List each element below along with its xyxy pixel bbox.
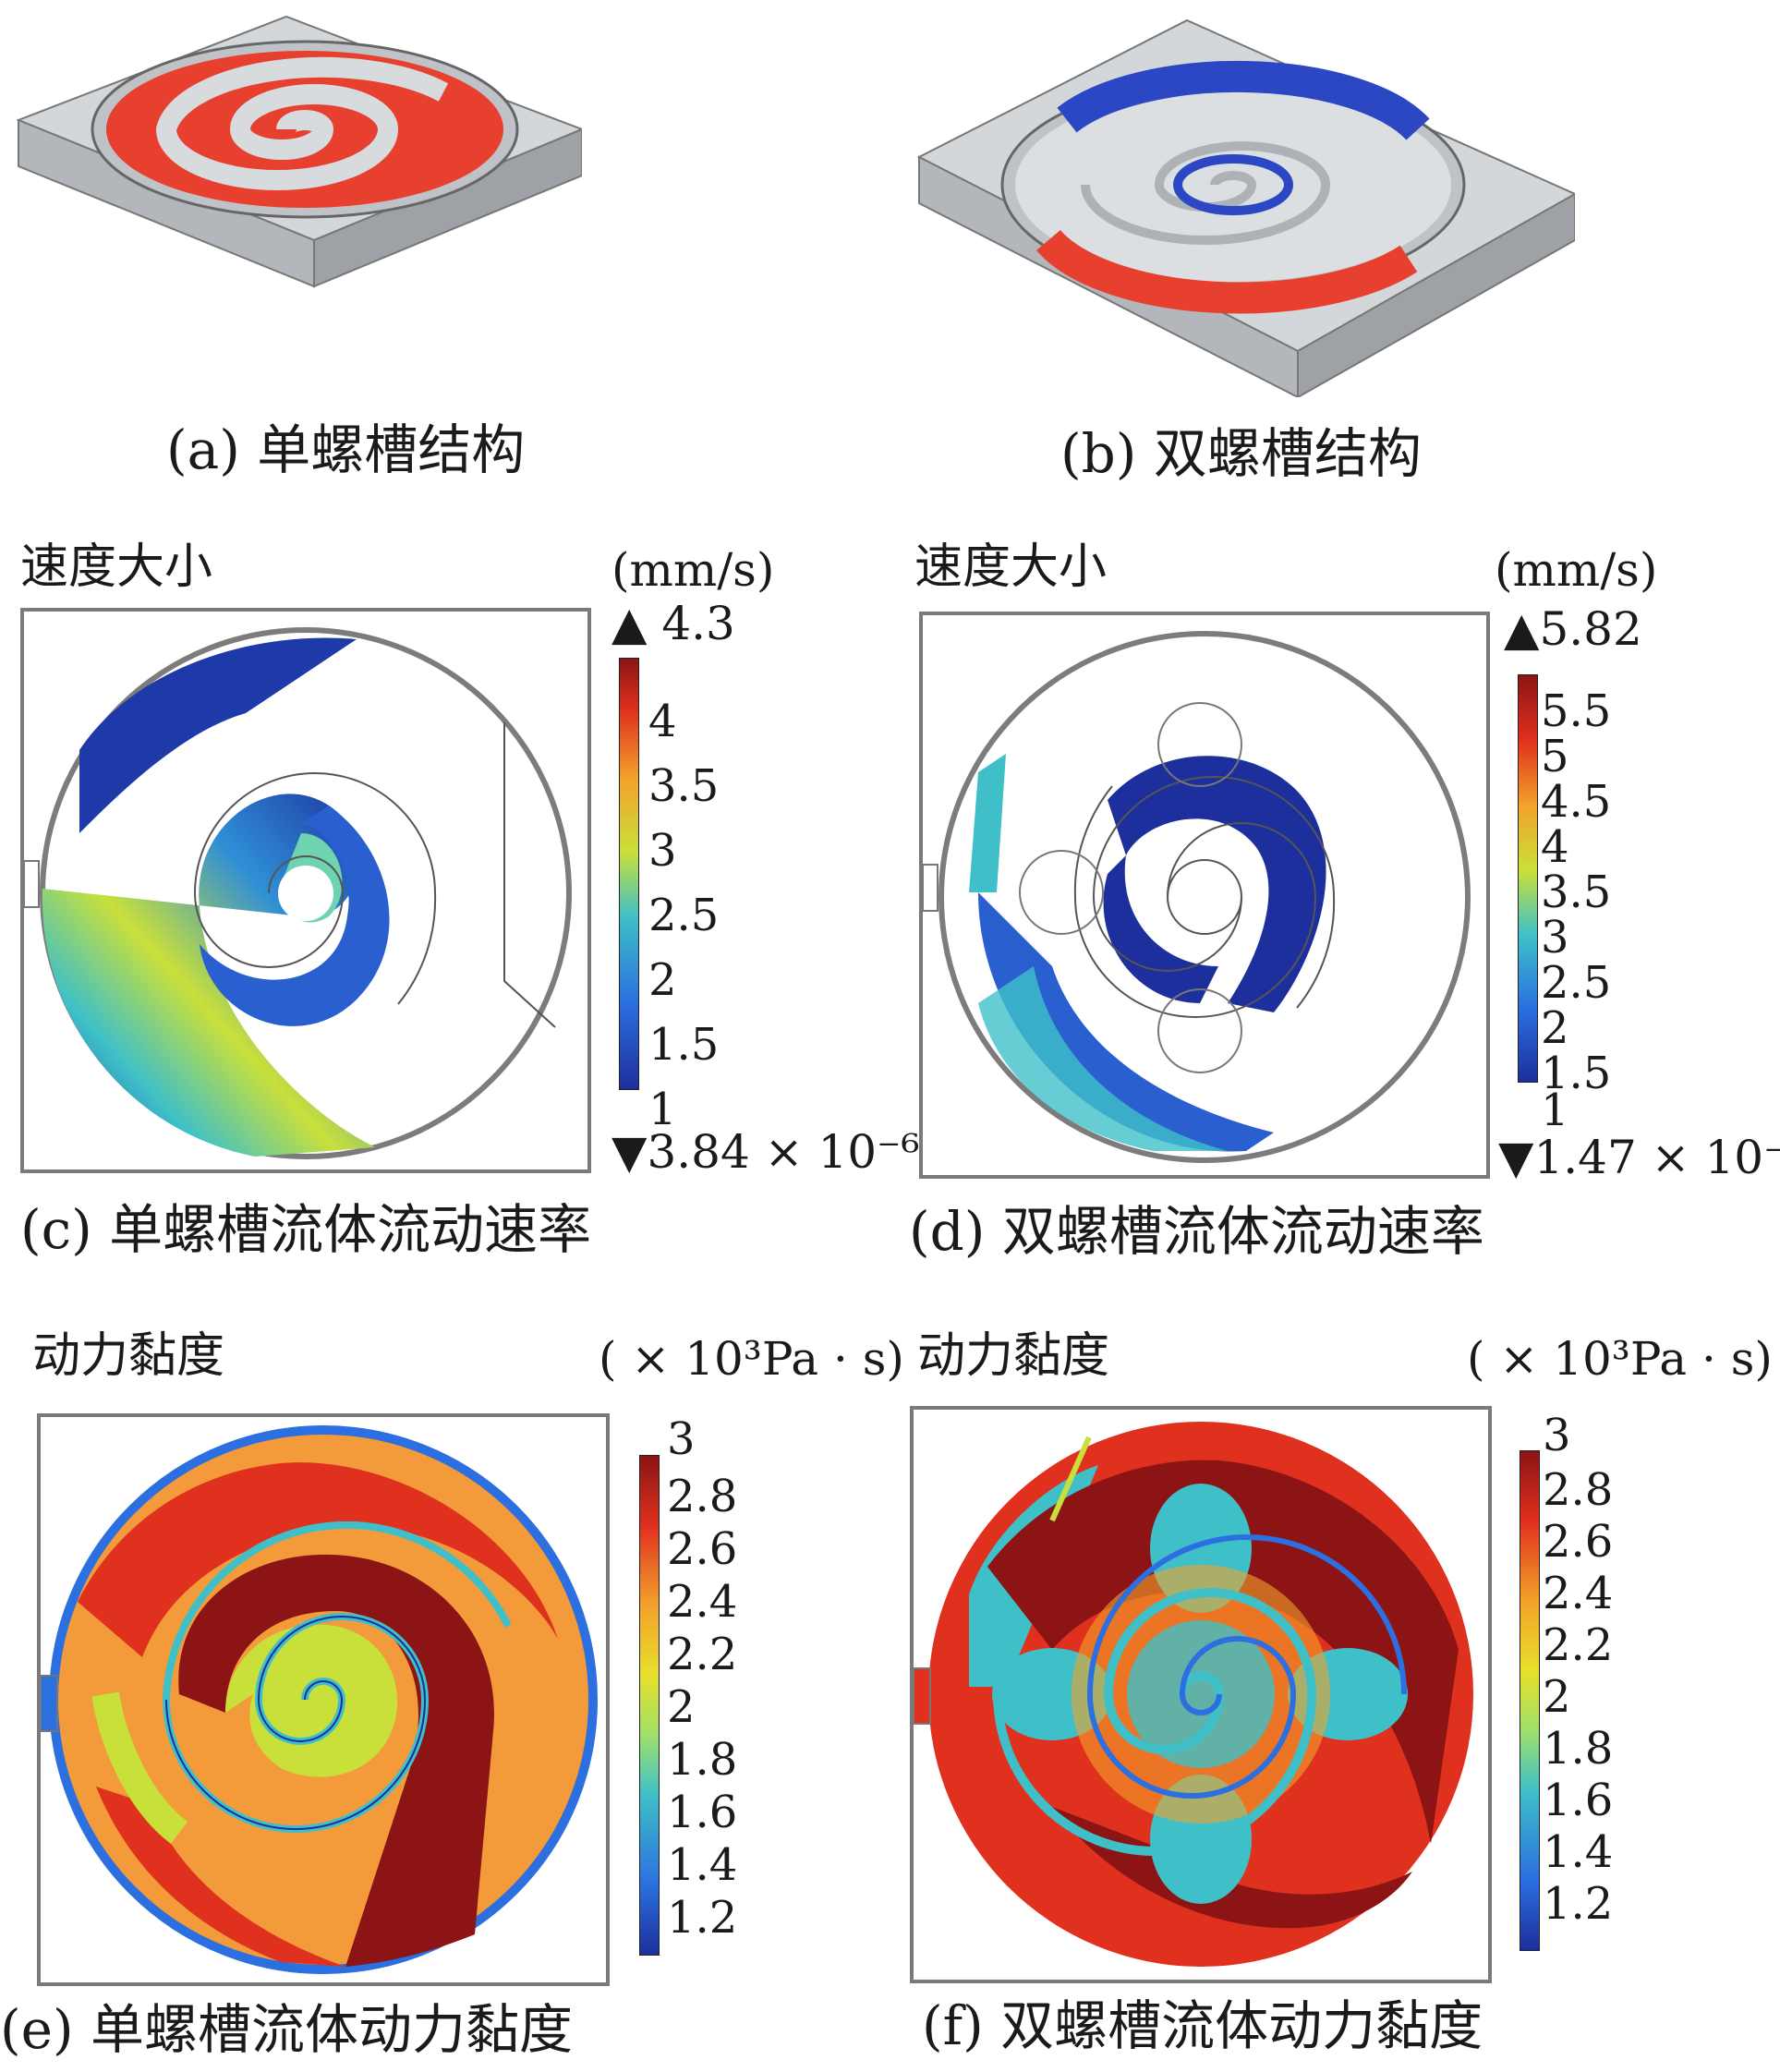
tick: 1.6 [1543,1775,1614,1826]
viscosity-field-double [910,1406,1492,1983]
viscosity-unit-right: ( × 10³Pa · s) [1467,1332,1773,1386]
tick: 5 [1541,731,1569,782]
velocity-colorbar-left [619,658,639,1090]
tick: 2 [648,954,677,1006]
tick: 5.5 [1541,685,1612,737]
tick: 3.5 [648,760,720,812]
tick: 2.4 [667,1576,738,1628]
tick: 4 [648,696,677,747]
tick: 3 [667,1413,696,1465]
tick: 1 [1541,1084,1569,1136]
tick: 2.2 [1543,1619,1614,1671]
velocity-unit-left: (mm/s) [611,543,775,597]
velocity-contour-single [24,627,572,1159]
tick: 2.2 [667,1629,738,1680]
tick: 2.4 [1543,1568,1614,1619]
velocity-contour-double [923,631,1471,1163]
tick: 2.5 [648,890,720,941]
caption-f: (f) 双螺槽流体动力黏度 [922,1994,1483,2057]
double-groove-structure-illustration [916,18,1575,397]
tick: 2.6 [1543,1516,1614,1568]
tick: 4.5 [1541,776,1612,828]
tick: 1.8 [667,1734,738,1786]
tick: 2.8 [667,1471,738,1522]
caption-e: (e) 单螺槽流体动力黏度 [0,1998,574,2061]
viscosity-colorbar-left [639,1455,660,1956]
viscosity-contour-single [41,1425,598,1974]
velocity-min-left: ▼3.84 × 10⁻⁶ [611,1125,920,1179]
tick: 1.2 [667,1892,738,1944]
velocity-max-right: ▲5.82 [1504,602,1642,656]
velocity-max-left: ▲ 4.3 [611,597,735,650]
viscosity-field-single [37,1413,610,1986]
caption-a: (a) 单螺槽结构 [166,418,526,481]
tick: 2 [1541,1002,1569,1054]
tick: 1.6 [667,1787,738,1838]
tick: 3 [1543,1410,1571,1461]
single-groove-structure-illustration [16,15,582,288]
tick: 3 [1541,912,1569,963]
velocity-min-right: ▼1.47 × 10⁻⁶ [1498,1131,1780,1184]
tick: 1.2 [1543,1878,1614,1930]
velocity-colorbar-right [1518,674,1538,1083]
viscosity-unit-left: ( × 10³Pa · s) [599,1332,904,1386]
velocity-unit-right: (mm/s) [1495,543,1658,597]
tick: 1.8 [1543,1723,1614,1775]
velocity-label-left: 速度大小 [20,539,213,595]
tick: 1 [648,1084,677,1135]
viscosity-label-right: 动力黏度 [917,1328,1110,1384]
tick: 3 [648,825,677,877]
caption-b: (b) 双螺槽结构 [1060,422,1422,485]
caption-c: (c) 单螺槽流体流动速率 [20,1198,592,1261]
tick: 1.4 [667,1839,738,1891]
tick: 4 [1541,821,1569,873]
panel-a [9,9,582,305]
velocity-field-single [20,608,591,1173]
viscosity-colorbar-right [1520,1450,1540,1951]
tick: 3.5 [1541,866,1612,918]
viscosity-contour-double [914,1422,1473,1967]
tick: 2 [667,1681,696,1733]
tick: 1.4 [1543,1826,1614,1878]
tick: 1.5 [648,1019,720,1071]
panel-b [910,9,1575,397]
tick: 2.5 [1541,957,1612,1009]
tick: 2.6 [667,1523,738,1575]
tick: 2.8 [1543,1464,1614,1516]
caption-d: (d) 双螺槽流体流动速率 [909,1200,1484,1263]
viscosity-label-left: 动力黏度 [32,1328,225,1384]
velocity-field-double [919,612,1490,1179]
tick: 2 [1543,1671,1571,1723]
tick: 1.5 [1541,1048,1612,1099]
velocity-label-right: 速度大小 [914,539,1108,595]
